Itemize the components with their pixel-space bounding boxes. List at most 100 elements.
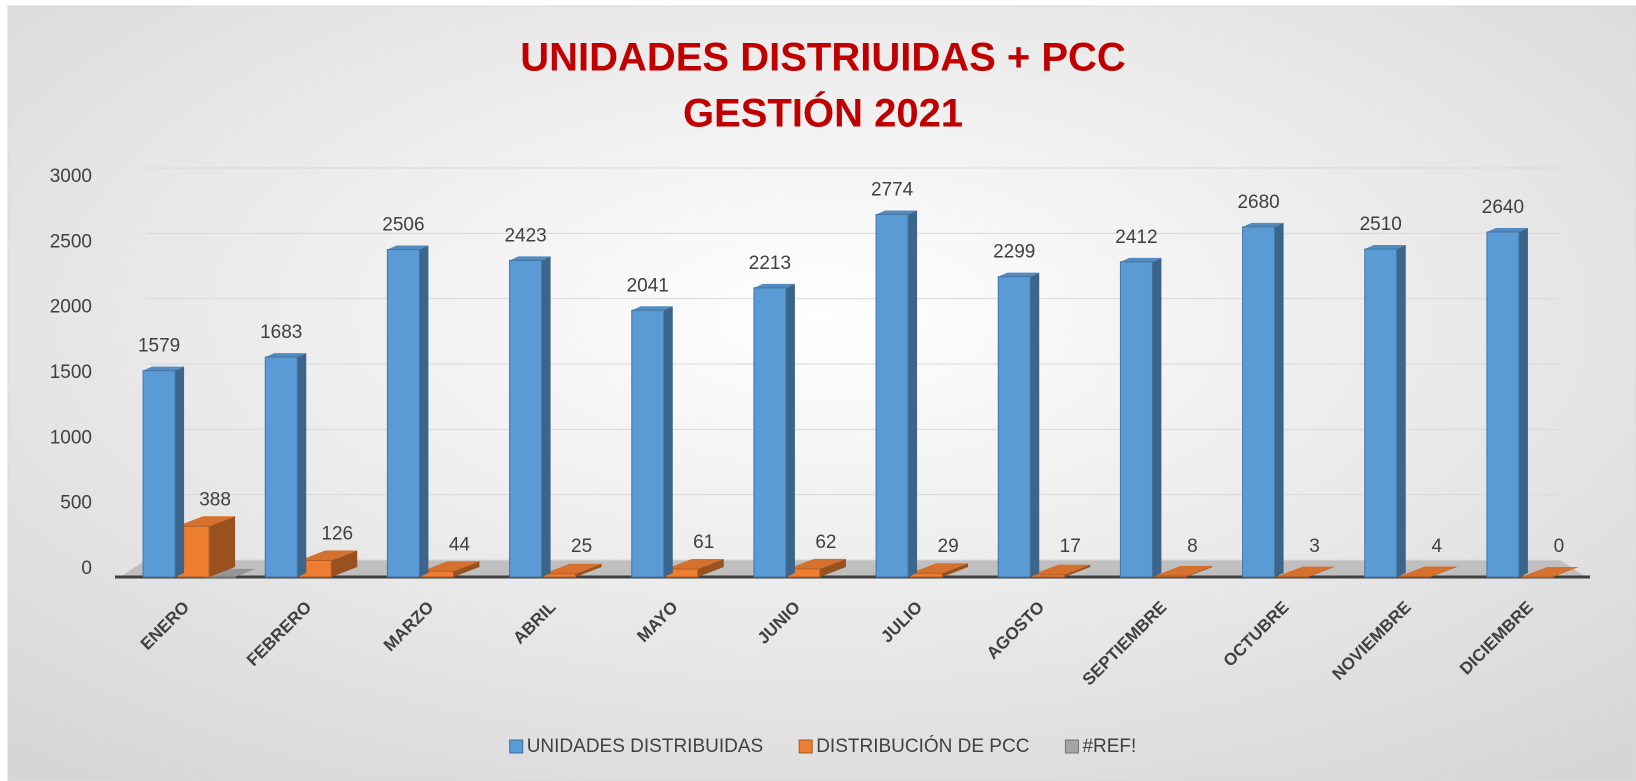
bar <box>997 276 1031 578</box>
bar-top <box>387 245 429 250</box>
bar <box>1119 261 1153 578</box>
data-label: 62 <box>815 532 836 553</box>
data-label: 388 <box>199 489 231 510</box>
legend-label: UNIDADES DISTRIBUIDAS <box>527 736 763 757</box>
bar-side <box>697 559 724 577</box>
data-label: 3 <box>1309 536 1320 557</box>
data-label: 0 <box>1554 536 1565 557</box>
bar-top <box>421 561 480 572</box>
data-label: 61 <box>693 532 714 553</box>
bar-side <box>1064 564 1091 577</box>
bar-top <box>631 306 673 311</box>
data-label: 2774 <box>871 180 914 201</box>
legend-swatch <box>1064 739 1079 754</box>
bar <box>1242 226 1276 578</box>
data-label: 29 <box>938 536 959 557</box>
bar <box>264 356 298 578</box>
data-label: 2299 <box>993 242 1035 263</box>
bar-side <box>1030 272 1040 577</box>
bar <box>875 214 909 578</box>
bar <box>509 259 543 578</box>
bar <box>1153 575 1187 578</box>
bar <box>543 573 577 578</box>
data-label: 126 <box>321 524 353 545</box>
y-tick-label: 2000 <box>50 297 92 318</box>
data-label: 25 <box>571 536 592 557</box>
bar-side <box>331 550 358 577</box>
bar-top <box>1520 567 1579 577</box>
bar-side <box>419 245 429 578</box>
legend-item: UNIDADES DISTRIBUIDAS <box>509 736 763 757</box>
bar-top <box>1242 222 1284 227</box>
bar-top <box>143 366 185 371</box>
bar <box>142 370 176 578</box>
bar-top <box>787 558 846 569</box>
bar-side <box>1152 257 1162 577</box>
data-label: 4 <box>1431 536 1442 557</box>
bar-side <box>1430 566 1457 577</box>
bar <box>631 309 665 578</box>
bar-top <box>1032 564 1091 575</box>
bar-side <box>1274 222 1284 577</box>
chart-title: UNIDADES DISTRIUIDAS + PCC <box>520 36 1126 80</box>
legend-swatch <box>798 739 813 754</box>
y-tick-label: 1500 <box>50 362 92 383</box>
data-label: 1683 <box>260 322 302 343</box>
bar <box>1398 575 1432 578</box>
bar-side <box>908 210 918 577</box>
bar-top <box>1486 228 1528 233</box>
data-label: 8 <box>1187 536 1198 557</box>
y-tick-label: 2500 <box>50 231 92 252</box>
bar-top <box>1154 565 1213 576</box>
chart-subtitle: GESTIÓN 2021 <box>683 90 963 136</box>
data-label: 2510 <box>1360 214 1402 235</box>
floor <box>120 560 1586 577</box>
y-tick-label: 500 <box>60 493 92 514</box>
data-label: 2506 <box>382 215 424 236</box>
bar-top <box>998 272 1040 277</box>
bar-top <box>177 516 236 527</box>
legend-item: #REF! <box>1064 736 1136 757</box>
data-label: 2041 <box>627 275 669 296</box>
bar-side <box>1396 245 1406 577</box>
data-label: 2213 <box>749 253 791 274</box>
bar-side <box>235 568 256 577</box>
bar-top <box>1276 566 1335 577</box>
bar-top <box>910 563 969 574</box>
bar <box>1364 248 1398 578</box>
data-label: 44 <box>449 534 471 555</box>
bar-side <box>785 283 795 577</box>
y-tick-label: 3000 <box>50 166 92 187</box>
bar-side <box>1518 228 1528 578</box>
legend: UNIDADES DISTRIBUIDAS DISTRIBUCIÓN DE PCC… <box>509 735 1136 757</box>
bar <box>1031 574 1065 578</box>
bar-side <box>297 353 307 577</box>
data-label: 2640 <box>1482 197 1524 218</box>
bar <box>386 249 420 578</box>
bar <box>753 287 787 578</box>
bar-side <box>541 256 551 577</box>
bar-top <box>205 568 256 577</box>
data-label: 2423 <box>504 225 546 246</box>
bar-top <box>1364 245 1406 250</box>
legend-swatch <box>509 739 524 754</box>
bar-side <box>1308 566 1335 577</box>
bar-top <box>509 256 551 261</box>
data-label: 2680 <box>1237 192 1279 213</box>
legend-item: DISTRIBUCIÓN DE PCC <box>798 735 1029 757</box>
legend-label: #REF! <box>1082 736 1136 757</box>
y-tick-label: 1000 <box>50 427 92 448</box>
data-label: 1579 <box>138 336 180 357</box>
bar-side <box>575 563 602 577</box>
bar-top <box>543 563 602 574</box>
bar-top <box>1398 566 1457 577</box>
bar-side <box>175 366 185 577</box>
grid <box>146 167 1560 561</box>
bar <box>1486 231 1520 578</box>
bar-side <box>209 516 236 577</box>
bar <box>1276 576 1310 578</box>
y-tick-label: 0 <box>81 558 92 579</box>
bar-top <box>265 353 307 358</box>
data-label: 17 <box>1060 536 1081 557</box>
